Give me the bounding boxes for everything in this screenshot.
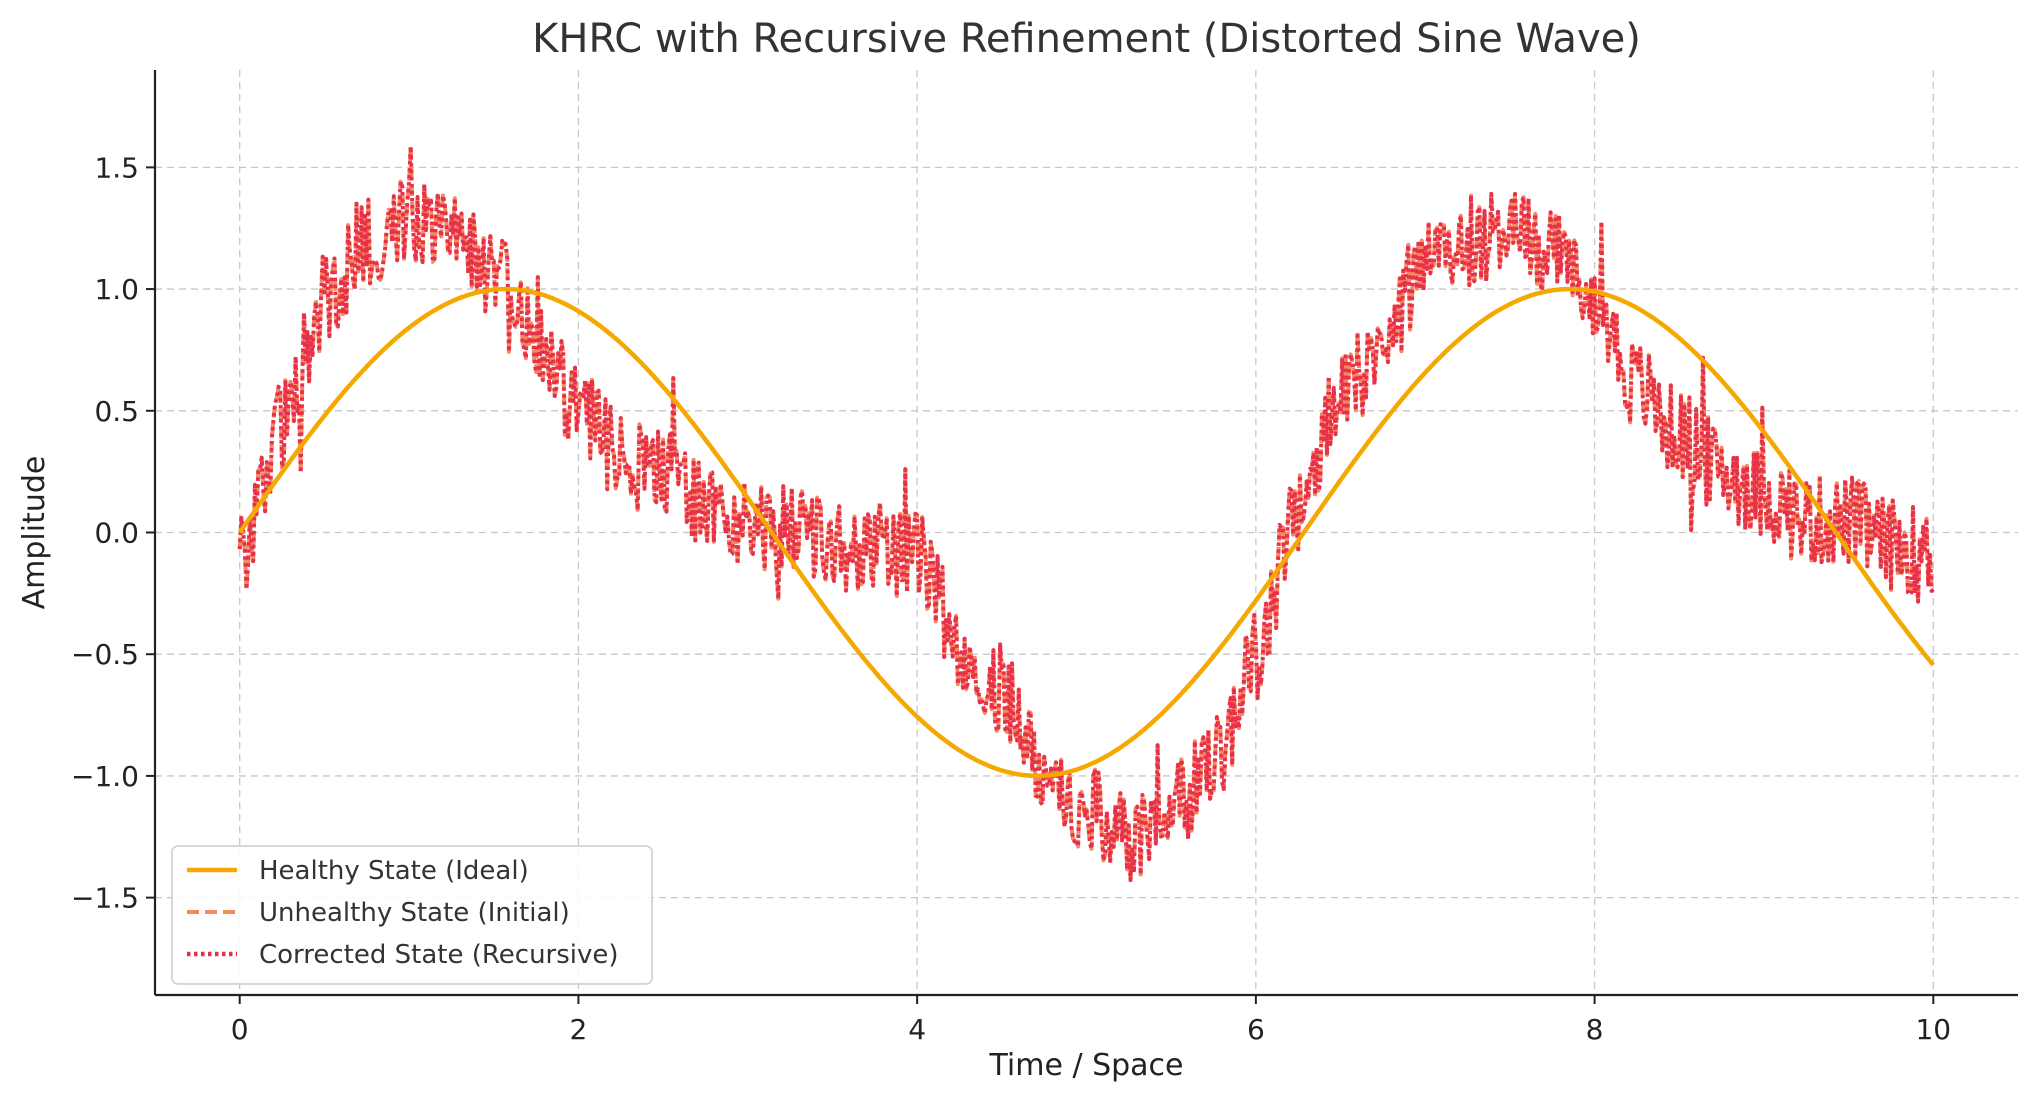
x-tick-label: 10 bbox=[1915, 1013, 1951, 1046]
x-tick-label: 2 bbox=[569, 1013, 587, 1046]
legend: Healthy State (Ideal) Unhealthy State (I… bbox=[171, 845, 653, 985]
legend-label-unhealthy: Unhealthy State (Initial) bbox=[259, 898, 570, 928]
x-axis-label: Time / Space bbox=[988, 1048, 1183, 1083]
x-tick-label: 6 bbox=[1247, 1013, 1265, 1046]
legend-box bbox=[171, 845, 653, 985]
y-tick-label: −0.5 bbox=[71, 638, 139, 671]
series-layer bbox=[237, 144, 1936, 883]
y-axis-label: Amplitude bbox=[17, 456, 52, 610]
legend-label-corrected: Corrected State (Recursive) bbox=[259, 940, 619, 970]
series-corrected-line bbox=[237, 144, 1935, 883]
legend-label-healthy: Healthy State (Ideal) bbox=[259, 856, 529, 886]
series-healthy-line bbox=[237, 286, 1936, 779]
y-tick-label: 1.0 bbox=[94, 273, 139, 306]
y-tick-label: 1.5 bbox=[94, 151, 139, 184]
x-tick-label: 4 bbox=[908, 1013, 926, 1046]
x-tick-label: 0 bbox=[231, 1013, 249, 1046]
ticks-layer: 0 2 4 6 8 10 −1.5 −1.0 −0.5 0.0 0.5 1.0 1.5 bbox=[71, 151, 1951, 1046]
y-tick-label: −1.5 bbox=[71, 882, 139, 915]
y-tick-label: 0.5 bbox=[94, 395, 139, 428]
grid-layer bbox=[155, 70, 2018, 995]
x-tick-label: 8 bbox=[1586, 1013, 1604, 1046]
chart-title: KHRC with Recursive Refinement (Distorte… bbox=[532, 16, 1641, 62]
y-tick-label: 0.0 bbox=[94, 517, 139, 550]
series-unhealthy-line bbox=[237, 144, 1935, 883]
y-tick-label: −1.0 bbox=[71, 760, 139, 793]
